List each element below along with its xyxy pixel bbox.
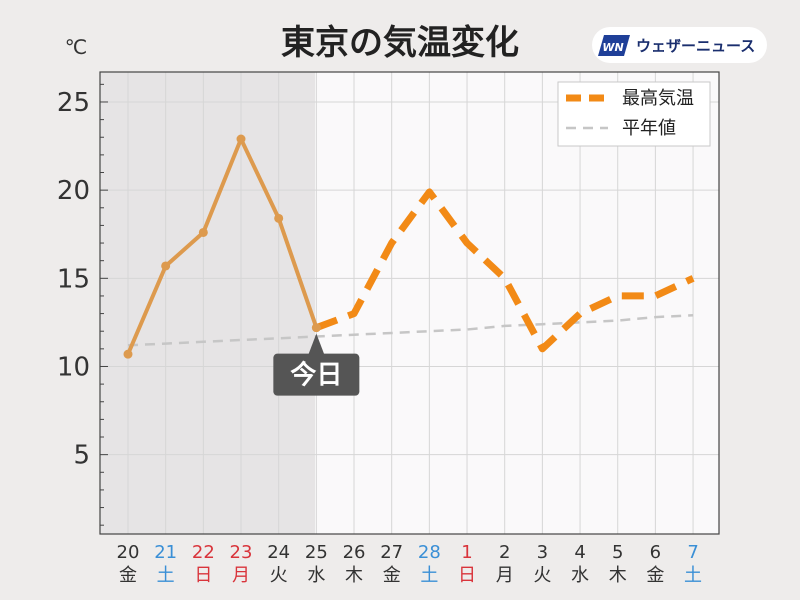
x-tick-label-day: 2 <box>499 542 510 563</box>
x-tick-label-weekday: 金 <box>119 565 137 586</box>
x-tick-label-weekday: 金 <box>383 565 401 586</box>
x-tick-label-day: 5 <box>612 542 623 563</box>
x-tick-label-weekday: 月 <box>496 565 514 586</box>
x-tick-label-weekday: 土 <box>684 565 702 586</box>
y-tick-label: 5 <box>73 441 90 471</box>
y-tick-label: 10 <box>57 352 90 382</box>
series-line-observed <box>126 137 319 357</box>
weathernews-logo: WN ウェザーニュース <box>592 27 767 63</box>
series-line-normal <box>127 314 694 347</box>
x-tick-labels: 20金21土22日23月24火25水26木27金28土1日2月3火4水5木6金7… <box>117 542 703 586</box>
today-box <box>273 353 360 396</box>
today-label: 今日 <box>290 360 342 391</box>
y-tick-label: 15 <box>57 264 90 294</box>
x-tick-label-day: 25 <box>305 542 328 563</box>
x-tick-label-day: 7 <box>687 542 698 563</box>
series-line-forecast <box>315 188 695 353</box>
x-tick-label-day: 21 <box>154 542 177 563</box>
y-minor-ticks <box>100 83 108 526</box>
y-tick-label: 20 <box>57 176 90 206</box>
series <box>123 134 695 359</box>
x-tick-label-weekday: 日 <box>458 565 476 586</box>
x-tick-label-weekday: 火 <box>533 565 551 586</box>
legend-box <box>557 81 711 147</box>
x-tick-label-day: 22 <box>192 542 215 563</box>
logo-text: ウェザーニュース <box>636 37 755 55</box>
past-region-shading <box>100 72 315 534</box>
x-tick-label-weekday: 水 <box>307 565 325 586</box>
chart-title: 東京の気温変化 <box>281 23 519 63</box>
legend-label-max: 最高気温 <box>622 88 694 109</box>
legend-label-normal: 平年値 <box>622 118 676 139</box>
x-tick-label-day: 23 <box>230 542 253 563</box>
x-tick-label-day: 4 <box>574 542 585 563</box>
data-point-observed <box>198 227 208 237</box>
data-point-observed <box>161 261 171 271</box>
data-point-observed <box>123 349 133 359</box>
x-tick-label-weekday: 火 <box>270 565 288 586</box>
plot-frame <box>99 71 720 535</box>
x-tick-label-weekday: 土 <box>420 565 438 586</box>
observed-points <box>123 134 321 359</box>
x-tick-label-day: 24 <box>267 542 290 563</box>
logo-badge <box>592 27 767 63</box>
x-tick-label-weekday: 水 <box>571 565 589 586</box>
grid-lines <box>100 72 719 534</box>
logo-mark-icon <box>598 35 630 56</box>
x-tick-label-day: 26 <box>343 542 366 563</box>
legend: 最高気温 平年値 <box>557 81 711 147</box>
logo-mark-text: WN <box>602 41 623 54</box>
y-unit-label: ℃ <box>65 35 87 59</box>
today-callout: 今日 <box>273 333 360 396</box>
data-point-observed <box>311 323 321 333</box>
x-tick-label-weekday: 木 <box>345 565 363 586</box>
x-tick-label-weekday: 日 <box>194 565 212 586</box>
x-tick-label-day: 28 <box>418 542 441 563</box>
x-tick-label-day: 20 <box>117 542 140 563</box>
x-tick-label-weekday: 木 <box>609 565 627 586</box>
y-tick-label: 25 <box>57 88 90 118</box>
x-tick-label-day: 27 <box>380 542 403 563</box>
y-tick-labels: 5 10 15 20 25 <box>57 88 90 471</box>
x-tick-label-weekday: 土 <box>157 565 175 586</box>
data-point-observed <box>236 134 246 144</box>
x-tick-label-weekday: 月 <box>232 565 250 586</box>
today-pointer <box>308 333 325 355</box>
x-tick-label-weekday: 金 <box>646 565 664 586</box>
x-tick-label-day: 1 <box>461 542 472 563</box>
data-point-observed <box>274 213 284 223</box>
x-tick-label-day: 6 <box>650 542 661 563</box>
x-tick-label-day: 3 <box>537 542 548 563</box>
